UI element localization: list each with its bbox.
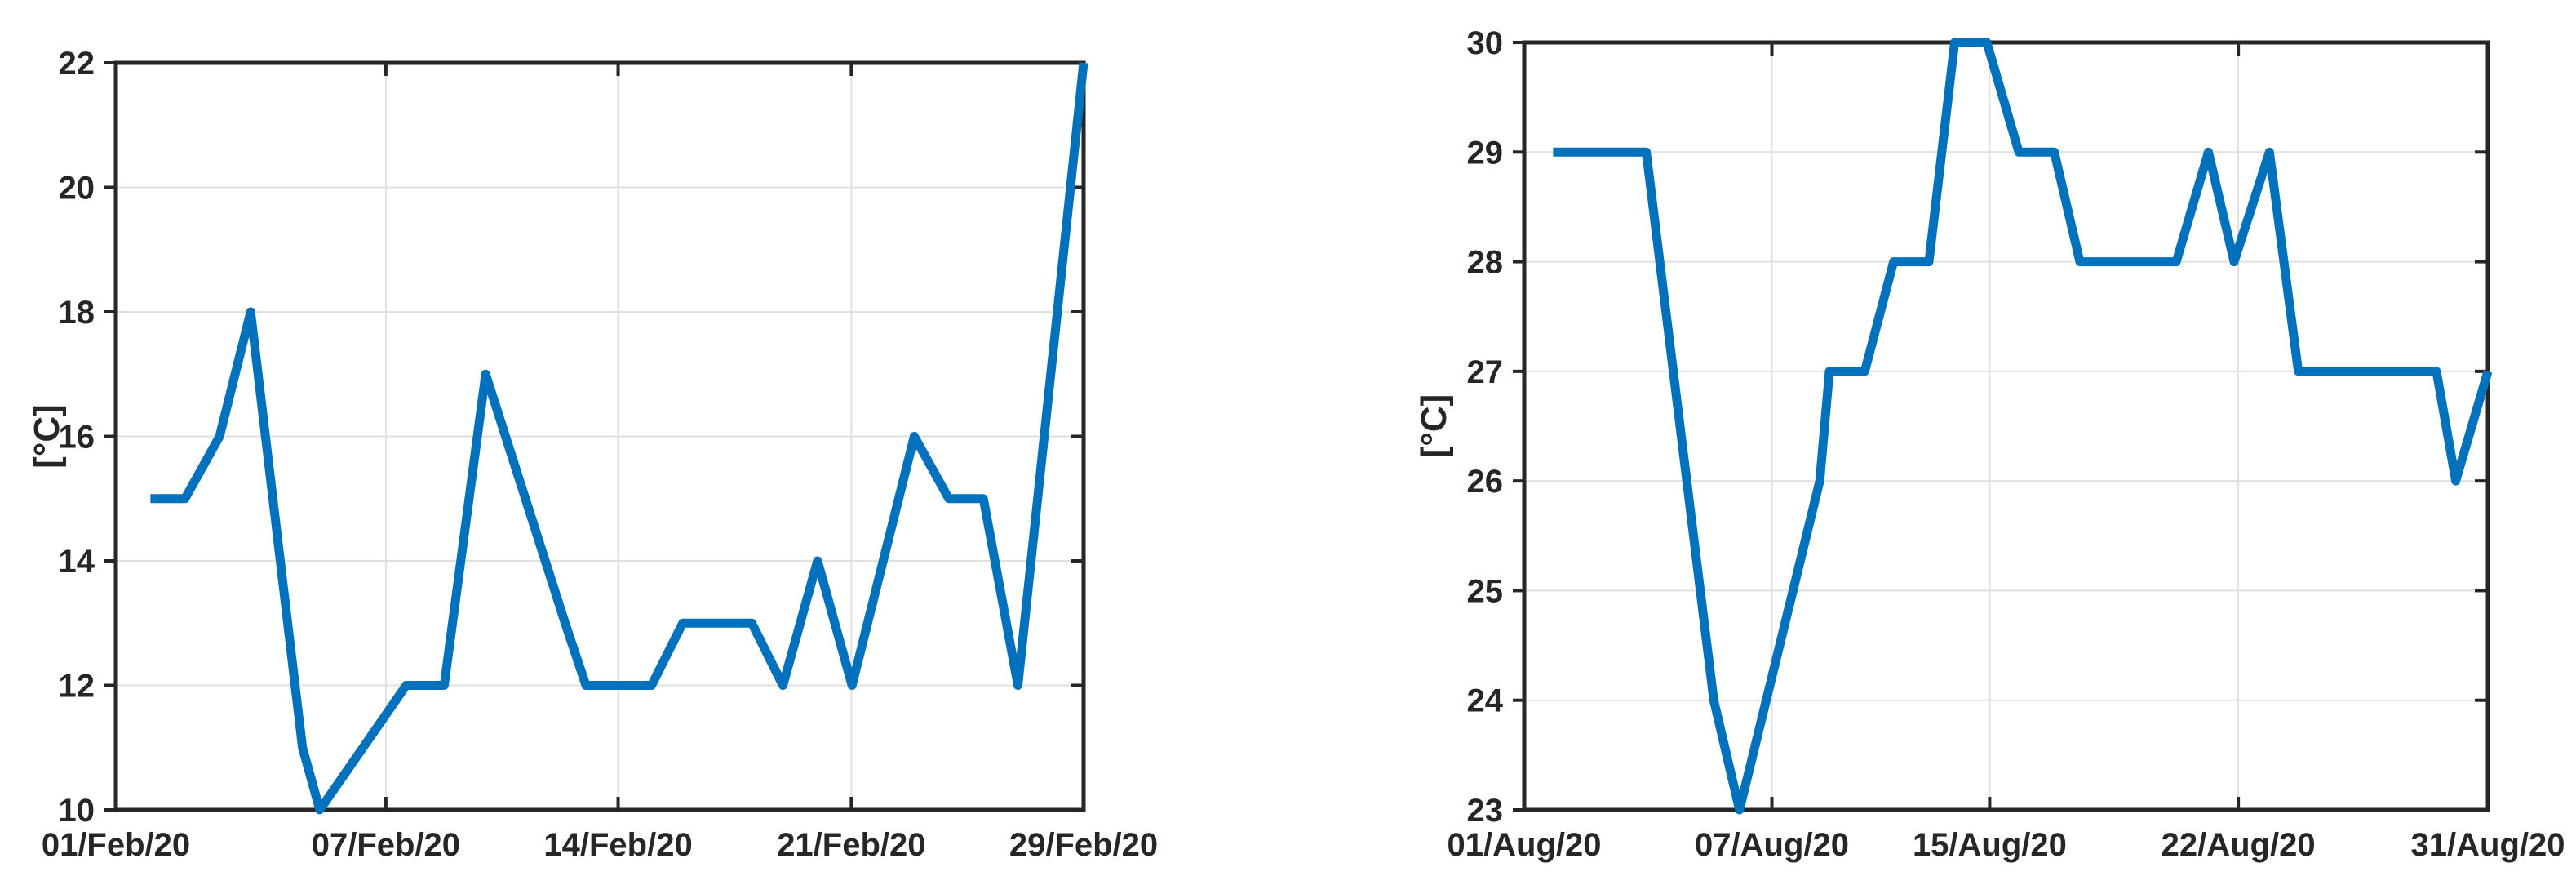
x-tick-label: 07/Feb/20 — [312, 827, 460, 863]
y-tick-label: 20 — [59, 171, 95, 207]
y-tick-label: 14 — [59, 544, 95, 580]
axes-box — [1522, 40, 2490, 812]
y-tick-label: 10 — [59, 793, 95, 829]
x-tick-label: 15/Aug/20 — [1913, 827, 2067, 863]
y-tick-label: 22 — [59, 46, 95, 82]
y-tick-label: 28 — [1467, 245, 1504, 281]
x-tick-label: 01/Aug/20 — [1448, 827, 1602, 863]
x-tick-label: 01/Feb/20 — [42, 827, 190, 863]
x-tick-label: 21/Feb/20 — [777, 827, 925, 863]
y-tick-label: 27 — [1467, 354, 1504, 390]
x-tick-label: 14/Feb/20 — [543, 827, 692, 863]
y-tick-label: 16 — [59, 420, 95, 456]
y-tick-label: 12 — [59, 669, 95, 705]
temperature-line — [1553, 38, 2493, 815]
y-tick-label: 30 — [1467, 25, 1504, 61]
y-axis-label: [°C] — [1414, 394, 1454, 459]
x-tick-label: 22/Aug/20 — [2161, 827, 2316, 863]
y-tick-label: 29 — [1467, 135, 1504, 171]
x-tick-label: 07/Aug/20 — [1695, 827, 1849, 863]
y-tick-label: 26 — [1467, 464, 1504, 500]
y-tick-label: 25 — [1467, 573, 1504, 609]
y-tick-label: 23 — [1467, 793, 1504, 829]
y-axis-label: [°C] — [27, 404, 67, 469]
y-tick-label: 18 — [59, 295, 95, 331]
y-tick-label: 24 — [1467, 683, 1504, 719]
x-tick-label: 31/Aug/20 — [2411, 827, 2565, 863]
august-temperature-chart: 01/Aug/20 07/Aug/20 15/Aug/20 22/Aug/20 31/A… — [1414, 25, 2565, 863]
february-temperature-chart: 01/Feb/20 07/Feb/20 14/Feb/20 21/Feb/20 29/F… — [27, 46, 1158, 863]
x-tick-label: 29/Feb/20 — [1009, 827, 1158, 863]
temperature-line — [150, 62, 1088, 815]
